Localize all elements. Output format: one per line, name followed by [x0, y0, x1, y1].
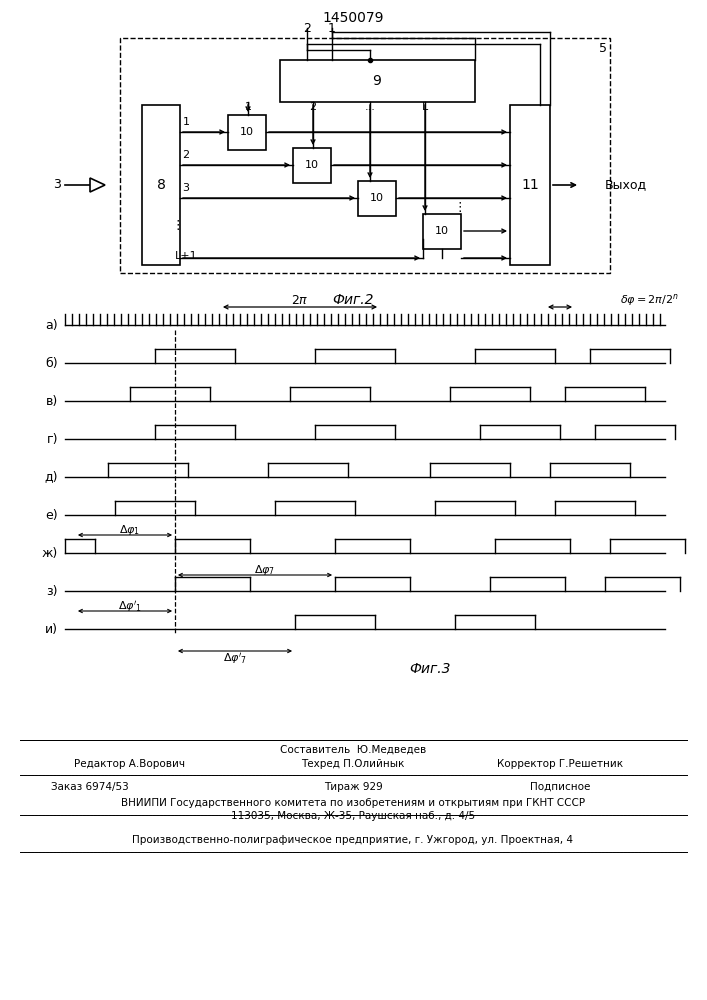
Bar	[280, 60, 475, 102]
Text: 1: 1	[328, 21, 336, 34]
Text: б): б)	[45, 357, 58, 369]
Text: 2: 2	[310, 102, 317, 112]
Bar	[358, 181, 396, 216]
Text: $\Delta\varphi'_1$: $\Delta\varphi'_1$	[118, 598, 142, 613]
Bar	[120, 38, 610, 273]
Text: L+1: L+1	[175, 251, 197, 261]
Text: 2: 2	[303, 21, 311, 34]
Text: 1: 1	[182, 117, 189, 127]
Text: Подписное: Подписное	[530, 782, 590, 792]
Text: Выход: Выход	[605, 178, 647, 192]
Text: ⋮: ⋮	[454, 202, 466, 215]
Polygon shape	[90, 178, 105, 192]
Text: Фиг.3: Фиг.3	[409, 662, 451, 676]
Bar	[228, 115, 266, 150]
Text: Техред П.Олийнык: Техред П.Олийнык	[301, 759, 404, 769]
Text: $2\pi$: $2\pi$	[291, 294, 309, 306]
Bar	[293, 148, 331, 183]
Text: Фиг.2: Фиг.2	[332, 293, 374, 307]
Bar	[423, 214, 461, 249]
Text: Производственно-полиграфическое предприятие, г. Ужгород, ул. Проектная, 4: Производственно-полиграфическое предприя…	[132, 835, 573, 845]
Text: в): в)	[46, 394, 58, 408]
Text: ...: ...	[365, 102, 375, 112]
Text: и): и)	[45, 622, 58, 636]
Text: ⋮: ⋮	[172, 219, 185, 232]
Text: а): а)	[45, 318, 58, 332]
Text: 8: 8	[156, 178, 165, 192]
Text: 113035, Москва, Ж-35, Раушская наб., д. 4/5: 113035, Москва, Ж-35, Раушская наб., д. …	[231, 811, 475, 821]
Text: 3: 3	[182, 183, 189, 193]
Text: ж): ж)	[42, 546, 58, 560]
Text: 10: 10	[305, 160, 319, 170]
Text: 11: 11	[521, 178, 539, 192]
Text: Заказ 6974/53: Заказ 6974/53	[51, 782, 129, 792]
Text: $\Delta\varphi_7$: $\Delta\varphi_7$	[255, 563, 276, 577]
Text: 10: 10	[370, 193, 384, 203]
Text: 3: 3	[53, 178, 61, 192]
Text: з): з)	[47, 584, 58, 597]
Text: г): г)	[47, 432, 58, 446]
Text: Тираж 929: Тираж 929	[324, 782, 382, 792]
Text: 2: 2	[182, 150, 189, 160]
Text: 10: 10	[435, 226, 449, 236]
Text: е): е)	[45, 508, 58, 522]
Bar	[142, 105, 180, 265]
Text: $\Delta\varphi_1$: $\Delta\varphi_1$	[119, 523, 141, 537]
Text: L: L	[422, 102, 428, 112]
Text: $\Delta\varphi'_7$: $\Delta\varphi'_7$	[223, 652, 247, 666]
Text: $\delta\varphi=2\pi/2^n$: $\delta\varphi=2\pi/2^n$	[620, 292, 679, 308]
Text: ВНИИПИ Государственного комитета по изобретениям и открытиям при ГКНТ СССР: ВНИИПИ Государственного комитета по изоб…	[121, 798, 585, 808]
Text: Редактор А.Ворович: Редактор А.Ворович	[74, 759, 185, 769]
Text: 5: 5	[599, 41, 607, 54]
Text: 1: 1	[245, 102, 252, 112]
Text: 10: 10	[240, 127, 254, 137]
Text: Корректор Г.Решетник: Корректор Г.Решетник	[497, 759, 623, 769]
Text: д): д)	[45, 471, 58, 484]
Text: Составитель  Ю.Медведев: Составитель Ю.Медведев	[280, 745, 426, 755]
Bar	[510, 105, 550, 265]
Text: 1450079: 1450079	[322, 11, 384, 25]
Text: 9: 9	[373, 74, 382, 88]
